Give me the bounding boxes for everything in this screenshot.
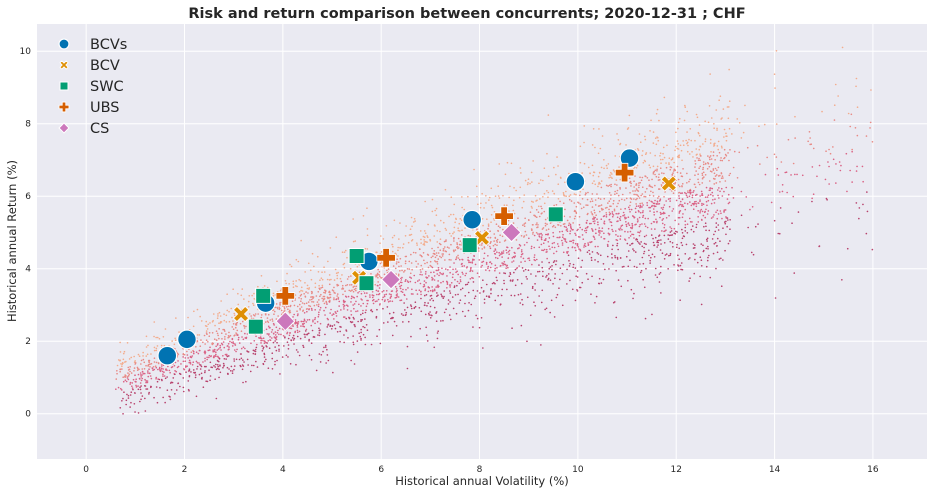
y-tick-label: 6 [25,192,31,202]
point-ubs [494,206,514,226]
point-ubs [275,286,296,306]
legend-label: CS [90,121,109,137]
legend-label: UBS [90,100,120,116]
x-tick-label: 6 [378,465,384,475]
point-bcvs [619,148,640,169]
point-bcvs [157,345,178,366]
legend-marker-bcv [59,60,69,70]
point-swc [461,237,478,254]
series-markers [157,148,677,366]
point-swc [358,275,375,292]
point-cs [501,222,522,243]
point-swc [547,206,564,223]
x-ticks: 0 2 4 6 8 10 12 14 16 [83,465,879,475]
legend-marker-bcvs [58,38,70,50]
chart-title: Risk and return comparison between concu… [188,6,745,22]
y-tick-label: 2 [25,337,31,347]
x-tick-label: 4 [280,465,286,475]
legend-label: SWC [90,79,124,95]
x-tick-label: 16 [867,465,879,475]
point-cs [381,269,402,290]
legend-marker-cs [58,122,70,134]
point-bcv [232,305,250,323]
y-tick-label: 0 [25,410,31,420]
point-bcvs [565,171,586,192]
y-axis-label: Historical annual Return (%) [5,160,19,322]
series-cs [275,222,522,332]
legend-marker-swc [59,81,69,91]
legend: BCVs BCV SWC UBS CS [58,37,127,137]
point-swc [247,318,264,335]
x-axis-label: Historical annual Volatility (%) [395,474,569,488]
point-ubs [376,248,396,268]
cloud-layer [119,191,874,415]
y-tick-label: 4 [25,265,31,275]
legend-label: BCV [90,58,120,74]
series-ubs [275,162,635,306]
x-tick-label: 10 [572,465,584,475]
x-tick-label: 14 [769,465,781,475]
series-swc [247,206,564,335]
cloud-layer [115,150,864,391]
point-bcv [473,229,491,246]
point-bcv [660,175,677,192]
x-tick-label: 2 [182,465,188,475]
point-bcvs [177,329,197,350]
y-ticks: 0 2 4 6 8 10 [20,47,32,420]
x-tick-label: 8 [477,465,483,475]
point-swc [255,287,272,304]
y-tick-label: 8 [25,120,31,130]
x-tick-label: 0 [83,465,89,475]
legend-marker-ubs [58,101,70,113]
point-cs [275,311,296,332]
legend-label: BCVs [90,37,127,53]
x-tick-label: 12 [670,465,681,475]
point-bcvs [462,209,483,230]
y-tick-label: 10 [20,47,32,57]
point-swc [348,248,365,264]
grid [37,24,927,459]
point-ubs [614,162,635,183]
